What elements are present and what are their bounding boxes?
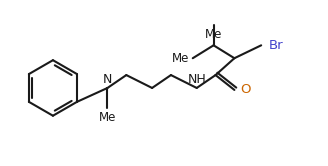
- Text: Me: Me: [99, 111, 116, 124]
- Text: N: N: [103, 73, 112, 86]
- Text: Me: Me: [205, 28, 222, 42]
- Text: O: O: [240, 83, 251, 96]
- Text: Me: Me: [172, 52, 189, 65]
- Text: Br: Br: [269, 39, 284, 52]
- Text: NH: NH: [187, 73, 206, 86]
